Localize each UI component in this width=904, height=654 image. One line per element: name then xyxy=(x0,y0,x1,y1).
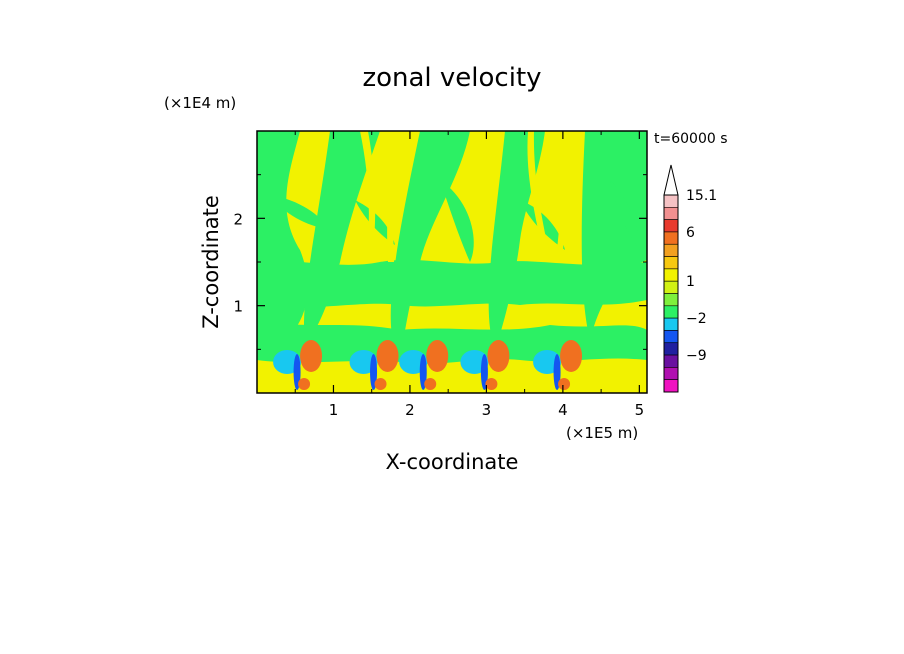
cell-strong-negative-1 xyxy=(293,354,301,390)
x-tick-label-1: 1 xyxy=(329,401,339,419)
colorbar-extension xyxy=(663,164,679,196)
colorbar-labels: 15.1 6 1 −2 −9 xyxy=(686,188,717,364)
x-axis-label: X-coordinate xyxy=(386,450,519,474)
cell-strong-negative-5 xyxy=(553,354,561,390)
y-axis-ticks: 12 xyxy=(233,174,647,350)
colorbar-swatch-4 xyxy=(663,231,679,245)
field-streak-1 xyxy=(360,131,376,262)
field-streak-3 xyxy=(527,131,551,262)
x-tick-label-2: 2 xyxy=(405,401,415,419)
field-streak-2 xyxy=(387,131,401,262)
field-region-negative-8 xyxy=(440,180,474,262)
colorbar-label--2: −2 xyxy=(686,311,707,327)
x-tick-label-4: 4 xyxy=(558,401,568,419)
colorbar-label-1: 1 xyxy=(686,274,695,290)
colorbar-swatch-12 xyxy=(663,330,679,344)
y-axis-label: Z-coordinate xyxy=(199,195,223,329)
colorbar-swatch-13 xyxy=(663,342,679,356)
field-streak-4 xyxy=(556,131,572,262)
cell-positive-2 xyxy=(376,340,399,372)
field-region-negative-3 xyxy=(390,131,470,360)
colorbar-swatch-10 xyxy=(663,305,679,319)
cell-surface-positive-2 xyxy=(374,378,387,390)
x-tick-label-3: 3 xyxy=(482,401,492,419)
field-region-negative-10 xyxy=(270,195,330,230)
x-tick-label-5: 5 xyxy=(635,401,645,419)
cell-surface-positive-3 xyxy=(424,378,437,390)
y-tick-label-2: 2 xyxy=(233,210,243,228)
cell-surface-positive-1 xyxy=(298,378,311,390)
field-region-negative-9 xyxy=(610,180,640,250)
colorbar-frame xyxy=(663,194,679,393)
colorbar xyxy=(663,164,679,393)
cell-positive-1 xyxy=(300,340,323,372)
x-scale-label: (×1E5 m) xyxy=(566,424,638,442)
colorbar-swatch-14 xyxy=(663,354,679,368)
x-axis-ticks: 1 2 3 4 5 xyxy=(294,131,645,419)
y-scale-label: (×1E4 m) xyxy=(164,94,236,112)
colorbar-swatch-6 xyxy=(663,256,679,270)
time-label: t=60000 s xyxy=(654,131,728,147)
chart-title: zonal velocity xyxy=(362,63,541,93)
colorbar-label--9: −9 xyxy=(686,348,707,364)
colorbar-swatch-7 xyxy=(663,268,679,282)
y-tick-label-1: 1 xyxy=(233,298,243,316)
cell-positive-3 xyxy=(426,340,449,372)
colorbar-swatch-15 xyxy=(663,367,679,380)
colorbar-swatch-3 xyxy=(663,219,679,233)
colorbar-swatch-2 xyxy=(663,207,679,220)
cell-strong-negative-3 xyxy=(419,354,427,390)
field-region-negative-11 xyxy=(355,200,395,245)
colorbar-swatch-8 xyxy=(663,280,679,294)
field-region-negative-6 xyxy=(257,259,647,308)
colorbar-swatch-11 xyxy=(663,317,679,331)
colorbar-swatch-9 xyxy=(663,293,679,307)
colorbar-swatch-1 xyxy=(663,194,679,208)
cell-strong-negative-4 xyxy=(480,354,488,390)
cell-strong-negative-2 xyxy=(370,354,378,390)
cell-positive-4 xyxy=(487,340,510,372)
cell-surface-positive-5 xyxy=(558,378,571,390)
colorbar-swatch-5 xyxy=(663,243,679,257)
cell-positive-5 xyxy=(560,340,583,372)
colorbar-label-15.1: 15.1 xyxy=(686,188,717,204)
colorbar-label-6: 6 xyxy=(686,225,695,241)
colorbar-swatch-16 xyxy=(663,379,679,393)
cell-surface-positive-4 xyxy=(485,378,498,390)
velocity-field xyxy=(257,131,647,393)
